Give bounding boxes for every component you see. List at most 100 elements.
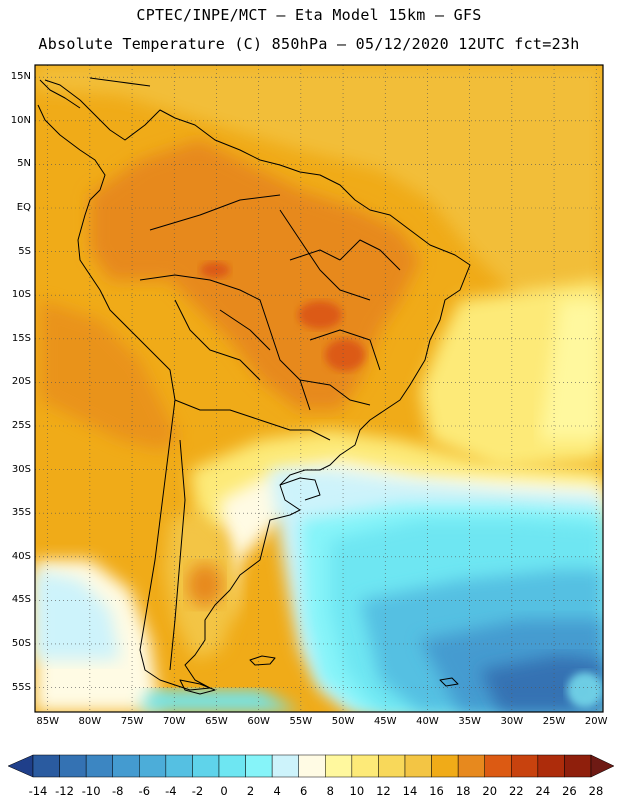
colorbar-label: 20 bbox=[482, 784, 498, 798]
colorbar-swatch bbox=[431, 754, 459, 778]
colorbar-swatch bbox=[32, 754, 60, 778]
colorbar-label: -12 bbox=[55, 784, 74, 798]
colorbar-label: 10 bbox=[349, 784, 365, 798]
field-sw-cold bbox=[35, 570, 120, 660]
brazil-states-4 bbox=[309, 329, 381, 371]
colorbar-label: 2 bbox=[246, 784, 255, 798]
uruguay-estuary bbox=[279, 477, 321, 501]
lat-label: 45S bbox=[11, 594, 31, 606]
lon-label: 75W bbox=[120, 716, 144, 727]
field-hotspot-1 bbox=[298, 301, 342, 329]
colorbar-swatch bbox=[59, 754, 87, 778]
colorbar-swatch bbox=[378, 754, 406, 778]
field-pacific-warm bbox=[40, 300, 180, 450]
brazil-states-3 bbox=[289, 249, 341, 261]
colorbar-label: 28 bbox=[588, 784, 604, 798]
colorbar-swatch bbox=[457, 754, 485, 778]
lat-label: 10S bbox=[11, 289, 31, 301]
brazil-states-6 bbox=[219, 309, 271, 351]
lon-label: 20W bbox=[584, 716, 608, 727]
lon-label: 70W bbox=[162, 716, 186, 727]
colorbar-label: -14 bbox=[28, 784, 48, 798]
colorbar-label: -10 bbox=[81, 784, 101, 798]
argentina-border bbox=[174, 399, 331, 441]
colorbar-label: 6 bbox=[300, 784, 308, 798]
colorbar-label: 26 bbox=[562, 784, 577, 798]
colorbar-label: 4 bbox=[273, 784, 281, 798]
colorbar-swatch bbox=[192, 754, 220, 778]
lat-label: 50S bbox=[11, 637, 31, 649]
coastline bbox=[37, 77, 471, 695]
colorbar-swatch bbox=[139, 754, 167, 778]
lon-label: 55W bbox=[289, 716, 313, 727]
colorbar-swatch bbox=[484, 754, 512, 778]
lat-label: 15S bbox=[11, 332, 31, 344]
field-north-ocean bbox=[35, 65, 603, 330]
lat-label: 5N bbox=[17, 158, 31, 170]
colorbar-label: 14 bbox=[402, 784, 418, 798]
title-line-2: Absolute Temperature (C) 850hPa – 05/12/… bbox=[38, 35, 580, 53]
colorbar-label: 22 bbox=[508, 784, 524, 798]
colorbar-label: 8 bbox=[326, 784, 334, 798]
lon-label: 80W bbox=[78, 716, 102, 727]
south-georgia bbox=[439, 677, 459, 687]
tierra-del-fuego bbox=[179, 679, 216, 695]
colorbar-swatch bbox=[537, 754, 565, 778]
colorbar-label: 24 bbox=[535, 784, 551, 798]
lat-label: 35S bbox=[11, 507, 31, 519]
lat-label: EQ bbox=[16, 202, 31, 213]
colorbar-label: 18 bbox=[455, 784, 471, 798]
field-drake-cold bbox=[140, 690, 300, 712]
lat-label: 40S bbox=[11, 550, 31, 562]
field-patagonia-hot bbox=[187, 563, 223, 607]
colorbar-label: -6 bbox=[138, 784, 151, 798]
lat-label: 55S bbox=[11, 681, 31, 693]
lat-label: 30S bbox=[11, 463, 31, 475]
lon-label: 40W bbox=[416, 716, 439, 727]
brazil-border-w bbox=[139, 274, 311, 411]
field-hotspot-3 bbox=[200, 262, 230, 278]
colorbar-label: 12 bbox=[376, 784, 391, 798]
lon-label: 30W bbox=[500, 716, 524, 727]
colorbar-swatch bbox=[564, 754, 592, 778]
south-america-outline bbox=[37, 79, 471, 691]
colorbar-arrow-low bbox=[7, 754, 34, 778]
lon-label: 85W bbox=[36, 716, 59, 727]
title-line-1: CPTEC/INPE/MCT – Eta Model 15km – GFS bbox=[136, 6, 482, 24]
colorbar-label: -8 bbox=[111, 784, 124, 798]
colorbar-swatch bbox=[404, 754, 432, 778]
colorbar-label: -2 bbox=[191, 784, 204, 798]
colorbar-label: -4 bbox=[165, 784, 177, 798]
colorbar-swatch bbox=[165, 754, 193, 778]
lon-label: 60W bbox=[247, 716, 270, 727]
lat-label: 15N bbox=[10, 71, 31, 83]
colorbar-swatch bbox=[245, 754, 273, 778]
colorbar-arrow-high bbox=[590, 754, 615, 778]
colorbar-swatch bbox=[325, 754, 353, 778]
lat-label: 20S bbox=[11, 376, 31, 388]
brazil-states-5 bbox=[299, 379, 371, 406]
map-frame bbox=[34, 64, 604, 713]
colorbar-swatch bbox=[298, 754, 326, 778]
lon-label: 25W bbox=[542, 716, 566, 727]
lat-label: 25S bbox=[11, 419, 31, 431]
bolivia-border bbox=[174, 299, 261, 381]
brazil-states-1 bbox=[279, 209, 371, 301]
field-cold-spot bbox=[567, 672, 603, 708]
lon-label: 35W bbox=[458, 716, 481, 727]
caribbean bbox=[89, 77, 151, 87]
colorbar bbox=[7, 754, 615, 778]
colorbar-label: 0 bbox=[220, 784, 228, 798]
colorbar-label: 16 bbox=[429, 784, 444, 798]
central-america bbox=[39, 79, 81, 109]
lat-label: 10N bbox=[10, 114, 31, 126]
colorbar-swatch bbox=[218, 754, 246, 778]
colorbar-swatch bbox=[271, 754, 299, 778]
lon-label: 50W bbox=[331, 716, 355, 727]
field-east-ocean-pale bbox=[540, 300, 603, 440]
colorbar-swatch bbox=[511, 754, 539, 778]
colorbar-swatch bbox=[351, 754, 379, 778]
temperature-field bbox=[35, 65, 603, 712]
colorbar-swatch bbox=[85, 754, 113, 778]
